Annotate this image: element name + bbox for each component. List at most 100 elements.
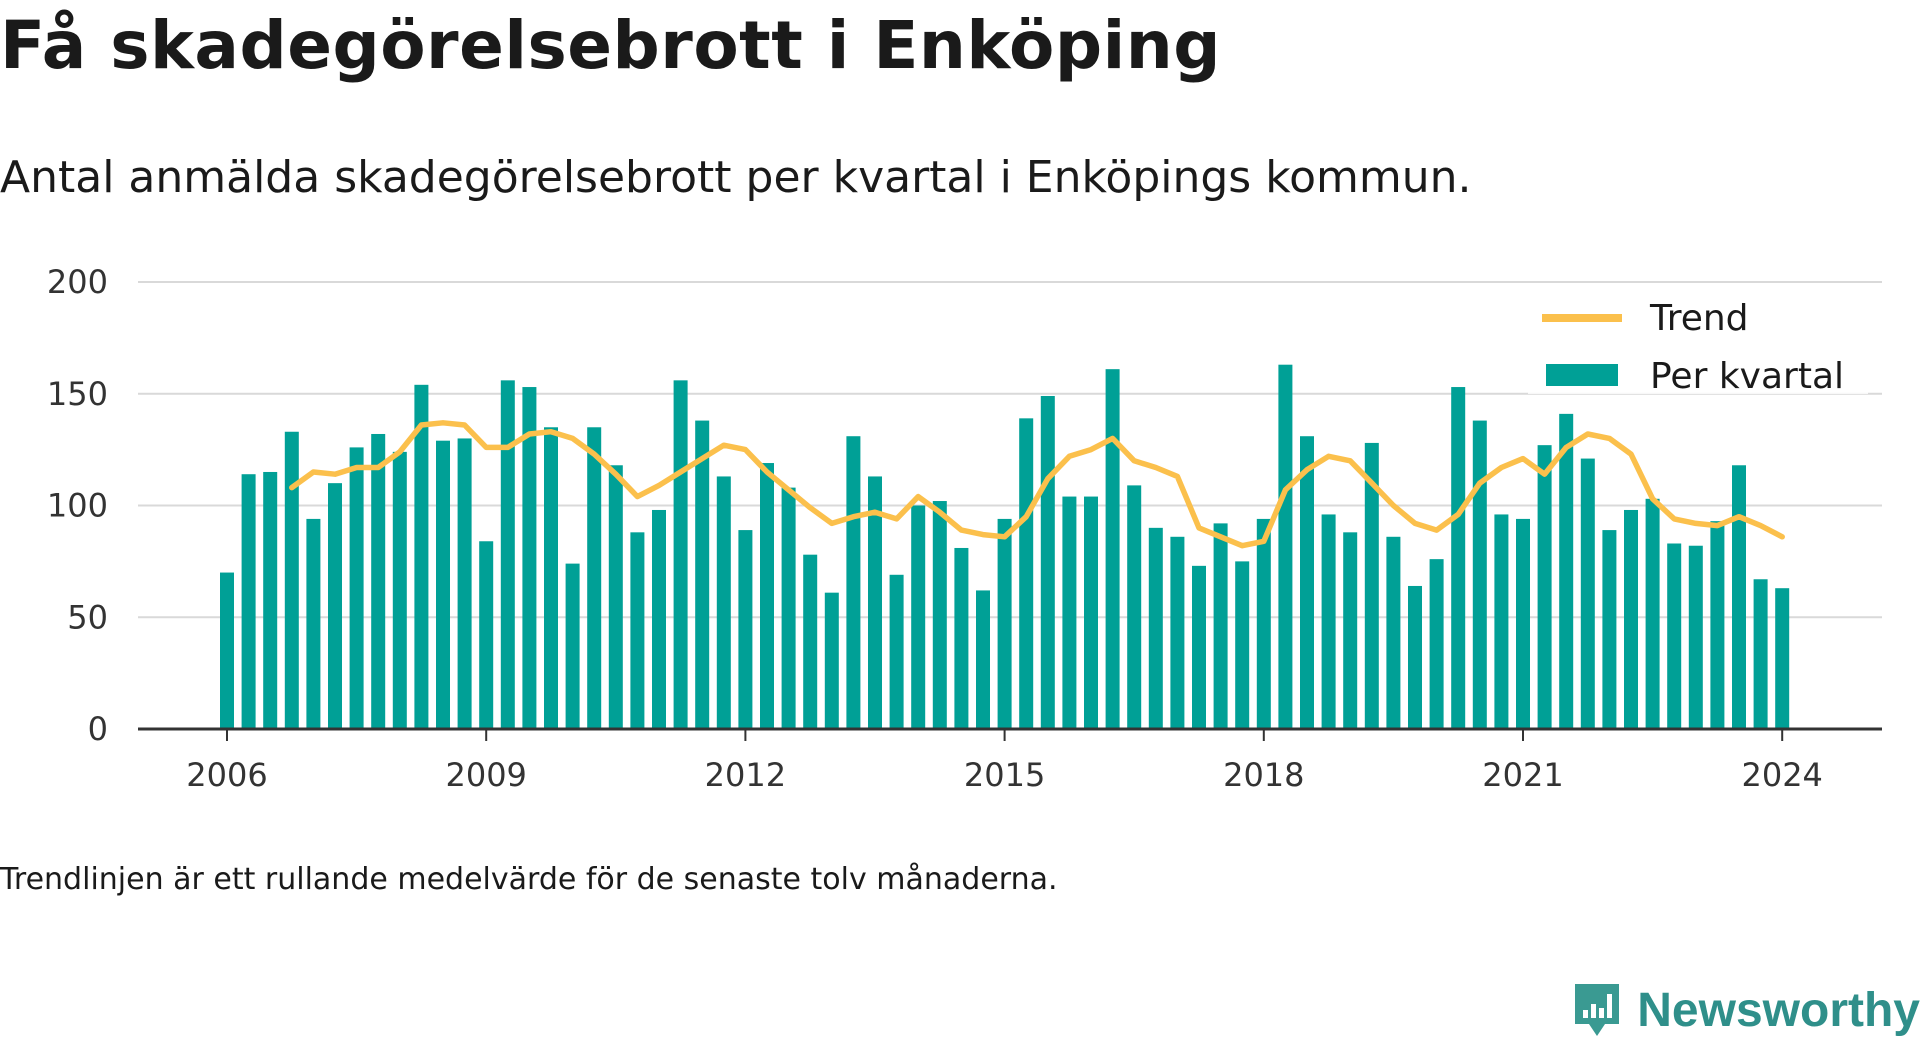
bar [803, 554, 818, 729]
bar [1040, 395, 1055, 729]
bar [608, 465, 623, 729]
x-tick-label-2018: 2018 [1223, 756, 1304, 794]
brand-logo: Newsworthy [1571, 980, 1920, 1040]
bar [1300, 436, 1314, 729]
bar [1688, 545, 1703, 729]
bar [1148, 527, 1163, 729]
x-tick-label-2021: 2021 [1482, 756, 1563, 794]
bar [1408, 585, 1422, 729]
bar [522, 387, 537, 729]
bar [587, 427, 602, 729]
y-tick-label-200: 200 [47, 263, 108, 301]
x-tick-label-2006: 2006 [186, 756, 267, 794]
bar [263, 471, 278, 729]
bar [824, 592, 839, 729]
bar [1170, 536, 1185, 729]
x-tick-label-2009: 2009 [445, 756, 526, 794]
bar [1019, 418, 1034, 729]
y-tick-label-50: 50 [67, 598, 108, 636]
bar [241, 474, 256, 729]
bar [349, 447, 364, 729]
bar [479, 541, 494, 729]
bar [1084, 496, 1098, 729]
bar [1624, 509, 1638, 729]
bar [911, 505, 926, 729]
bar [673, 380, 688, 729]
bar [1213, 523, 1228, 729]
bar [846, 436, 861, 729]
trend-series [289, 420, 1785, 549]
bar [436, 440, 450, 729]
bar [1753, 579, 1768, 729]
bar [1192, 565, 1206, 729]
bar-series-per-kvartal [220, 364, 1790, 729]
chart: 0 50 100 150 200 2006 2009 2012 2015 2018 2021 2024… [47, 263, 1882, 794]
bar [1321, 514, 1336, 729]
bar [1472, 420, 1487, 729]
bar [1710, 521, 1725, 729]
legend: Trend Per kvartal [1528, 290, 1868, 397]
bar [500, 380, 515, 729]
y-tick-label-150: 150 [47, 375, 108, 413]
bar [1559, 413, 1574, 729]
bar [1127, 485, 1142, 729]
bar [630, 532, 645, 729]
bar [781, 487, 796, 729]
bar [1386, 536, 1401, 729]
bar [1494, 514, 1509, 729]
bar [1580, 458, 1595, 729]
bar [306, 518, 321, 729]
legend-label-trend: Trend [1649, 298, 1749, 339]
axes: 0 50 100 150 200 2006 2009 2012 2015 2018 2021 2024 [47, 263, 1882, 794]
brand-name: Newsworthy [1637, 983, 1920, 1037]
bar [716, 476, 731, 729]
bar [371, 433, 386, 729]
bar [1105, 369, 1120, 729]
chart-subtitle: Antal anmälda skadegörelsebrott per kvar… [0, 152, 1472, 203]
bar [976, 590, 990, 729]
bar [954, 547, 969, 729]
bar [392, 451, 407, 729]
bar [1537, 445, 1552, 729]
bar [1516, 518, 1530, 729]
bar [1256, 518, 1271, 729]
bar [1451, 387, 1466, 729]
bar [328, 483, 342, 729]
x-tick-label-2015: 2015 [964, 756, 1045, 794]
bar [220, 572, 234, 729]
bar [1732, 465, 1746, 729]
bar [932, 501, 947, 729]
bar [760, 463, 774, 729]
x-tick-label-2024: 2024 [1741, 756, 1822, 794]
bar [1645, 498, 1660, 729]
bar [565, 563, 580, 729]
chart-note: Trendlinjen är ett rullande medelvärde f… [0, 862, 1058, 897]
bar [695, 420, 710, 729]
y-tick-label-100: 100 [47, 487, 108, 525]
bar [1775, 588, 1790, 729]
bar [868, 476, 882, 729]
bar [1343, 532, 1358, 729]
x-tick-label-2012: 2012 [705, 756, 786, 794]
bar [652, 509, 666, 729]
bar [1667, 543, 1682, 729]
bar [1364, 442, 1379, 729]
bar [414, 384, 429, 729]
newsworthy-logo-icon [1575, 984, 1620, 1036]
bar [1278, 364, 1293, 729]
bar [738, 530, 753, 729]
bar [889, 574, 904, 729]
bar [1602, 530, 1617, 729]
bar [997, 518, 1012, 729]
bar [1062, 496, 1077, 729]
bar [1235, 561, 1250, 729]
legend-label-per-kvartal: Per kvartal [1650, 356, 1844, 397]
bar [457, 438, 472, 729]
bar [544, 427, 558, 729]
chart-title: Få skadegörelsebrott i Enköping [0, 7, 1221, 84]
bar [1429, 559, 1444, 729]
bar [284, 431, 299, 729]
legend-swatch-per-kvartal [1546, 364, 1618, 386]
y-tick-label-0: 0 [88, 710, 108, 748]
trend-line [289, 420, 1785, 549]
